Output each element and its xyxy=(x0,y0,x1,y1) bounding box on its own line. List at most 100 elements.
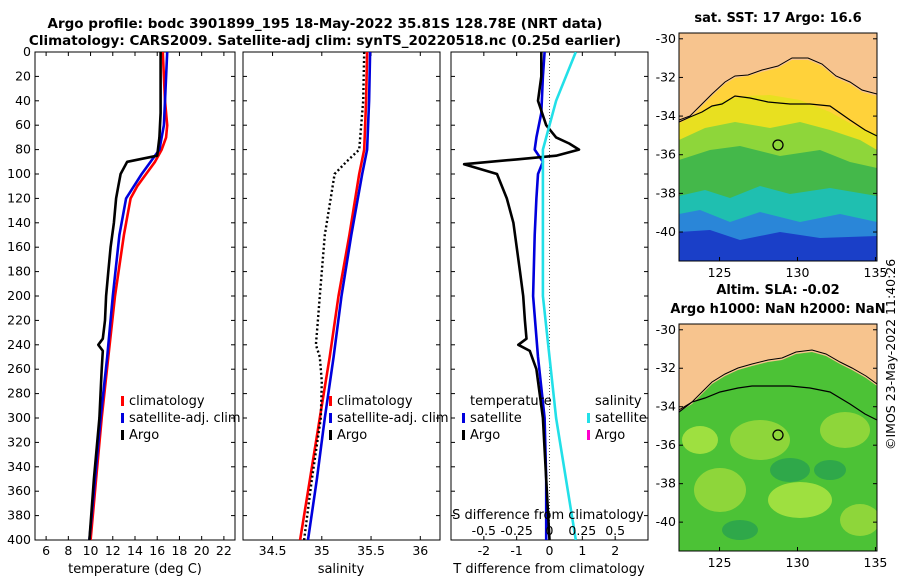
legend-header-temperature: temperature xyxy=(470,394,552,409)
map-y-tick-label: -38 xyxy=(656,476,676,491)
legend-swatch-climatology xyxy=(121,396,124,406)
legend-swatch-t-argo xyxy=(462,430,465,440)
map-y-tick-label: -32 xyxy=(656,360,676,375)
series-t-satellite xyxy=(531,52,548,540)
legend-swatch-s-argo xyxy=(587,430,590,440)
y-tick-label: 360 xyxy=(7,483,31,498)
argo-location-marker xyxy=(772,429,784,441)
x-tick-label: 12 xyxy=(105,543,121,558)
map-y-tick-label: -40 xyxy=(656,224,676,239)
legend-climatology: climatology xyxy=(337,394,413,409)
sla-map-title-line2: Argo h1000: NaN h2000: NaN xyxy=(670,302,885,317)
y-tick-label: 160 xyxy=(7,239,31,254)
series-s-satellite xyxy=(541,52,578,540)
x-tick-label: 20 xyxy=(194,543,210,558)
temperature-legend: climatology satellite-adj. clim Argo xyxy=(121,394,241,443)
x-tick-label: 35.5 xyxy=(357,543,385,558)
series-t-argo xyxy=(462,52,581,540)
difference-legend: temperature satellite Argo salinity sate… xyxy=(462,394,647,443)
y-tick-label: 320 xyxy=(7,434,31,449)
series-climatology xyxy=(298,52,369,540)
x-tick-label: 8 xyxy=(64,543,72,558)
difference-panel: -2 -1 0 1 2 T difference from climatology S … xyxy=(450,51,649,577)
map-y-tick-label: -40 xyxy=(656,514,676,529)
y-tick-label: 40 xyxy=(15,93,31,108)
x-tick-label: 18 xyxy=(171,543,187,558)
map-x-tick-label: 130 xyxy=(786,265,810,280)
s-diff-tick-label: -0.5 xyxy=(472,523,496,538)
map-y-tick-label: -32 xyxy=(656,69,676,84)
legend-swatch-satellite xyxy=(121,413,124,423)
y-tick-label: 280 xyxy=(7,386,31,401)
map-x-tick-label: 135 xyxy=(864,555,888,570)
x-tick-label: 6 xyxy=(42,543,50,558)
y-tick-label: 100 xyxy=(7,166,31,181)
legend-argo: Argo xyxy=(129,428,159,443)
y-tick-label: 340 xyxy=(7,459,31,474)
map-y-tick-label: -36 xyxy=(656,437,676,452)
argo-location-marker xyxy=(772,139,784,151)
y-tick-label: 260 xyxy=(7,361,31,376)
x-tick-label: 14 xyxy=(127,543,143,558)
sdiff-xlabel: S difference from climatology xyxy=(452,508,644,523)
map-y-tick-label: -36 xyxy=(656,147,676,162)
y-tick-label: 180 xyxy=(7,264,31,279)
y-tick-label: 80 xyxy=(15,142,31,157)
temperature-xlabel: temperature (deg C) xyxy=(68,562,202,577)
legend-swatch-climatology xyxy=(329,396,332,406)
map-y-tick-label: -34 xyxy=(656,399,676,414)
map-y-tick-label: -34 xyxy=(656,108,676,123)
legend-swatch-s-satellite xyxy=(587,413,590,423)
legend-climatology: climatology xyxy=(129,394,205,409)
map-x-tick-label: 135 xyxy=(864,265,888,280)
sla-map: Altim. SLA: -0.02 Argo h1000: NaN h2000:… xyxy=(656,283,888,570)
x-tick-label: 0 xyxy=(546,543,554,558)
series-satellite-adj-clim xyxy=(306,52,372,540)
y-tick-label: 200 xyxy=(7,288,31,303)
tdiff-xlabel: T difference from climatology xyxy=(452,562,645,577)
x-tick-label: 35 xyxy=(314,543,330,558)
x-tick-label: 10 xyxy=(83,543,99,558)
figure-title-line1: Argo profile: bodc 3901899_195 18-May-20… xyxy=(48,16,603,32)
sst-map: sat. SST: 17 Argo: 16.6 -30 -32 -34 -36 -38 -… xyxy=(656,11,888,280)
sla-map-title: Altim. SLA: -0.02 xyxy=(716,283,839,298)
y-tick-label: 0 xyxy=(23,44,31,59)
map-x-tick-label: 130 xyxy=(786,555,810,570)
x-tick-label: 16 xyxy=(149,543,165,558)
x-tick-label: 2 xyxy=(611,543,619,558)
map-y-tick-label: -38 xyxy=(656,185,676,200)
x-tick-label: 34.5 xyxy=(259,543,287,558)
y-tick-label: 240 xyxy=(7,337,31,352)
legend-swatch-t-satellite xyxy=(462,413,465,423)
legend-argo: Argo xyxy=(337,428,367,443)
series-argo xyxy=(88,52,162,540)
y-tick-label: 120 xyxy=(7,190,31,205)
series-argo xyxy=(302,52,366,540)
x-tick-label: -2 xyxy=(478,543,490,558)
y-tick-label: 380 xyxy=(7,508,31,523)
x-tick-label: 22 xyxy=(216,543,232,558)
legend-swatch-satellite xyxy=(329,413,332,423)
x-tick-label: 1 xyxy=(578,543,586,558)
legend-t-satellite: satellite xyxy=(470,411,522,426)
legend-s-satellite: satellite xyxy=(595,411,647,426)
timestamp-watermark: ©IMOS 23-May-2022 11:40:26 xyxy=(883,259,898,450)
legend-header-salinity: salinity xyxy=(595,394,642,409)
figure-title-line2: Climatology: CARS2009. Satellite-adj cli… xyxy=(29,33,621,49)
legend-satellite: satellite-adj. clim xyxy=(337,411,449,426)
legend-s-argo: Argo xyxy=(595,428,625,443)
y-tick-label: 140 xyxy=(7,215,31,230)
salinity-xlabel: salinity xyxy=(318,562,365,577)
series-satellite-adj-clim xyxy=(88,52,169,540)
legend-t-argo: Argo xyxy=(470,428,500,443)
s-diff-tick-label: -0.25 xyxy=(500,523,532,538)
salinity-panel: 34.5 35 35.5 36 salinity climatology satell… xyxy=(242,51,449,577)
y-tick-label: 300 xyxy=(7,410,31,425)
legend-swatch-argo xyxy=(121,430,124,440)
y-tick-label: 60 xyxy=(15,117,31,132)
map-y-tick-label: -30 xyxy=(656,322,676,337)
salinity-legend: climatology satellite-adj. clim Argo xyxy=(329,394,449,443)
map-y-tick-label: -30 xyxy=(656,31,676,46)
y-tick-label: 20 xyxy=(15,68,31,83)
s-diff-tick-label: 0.25 xyxy=(568,523,596,538)
